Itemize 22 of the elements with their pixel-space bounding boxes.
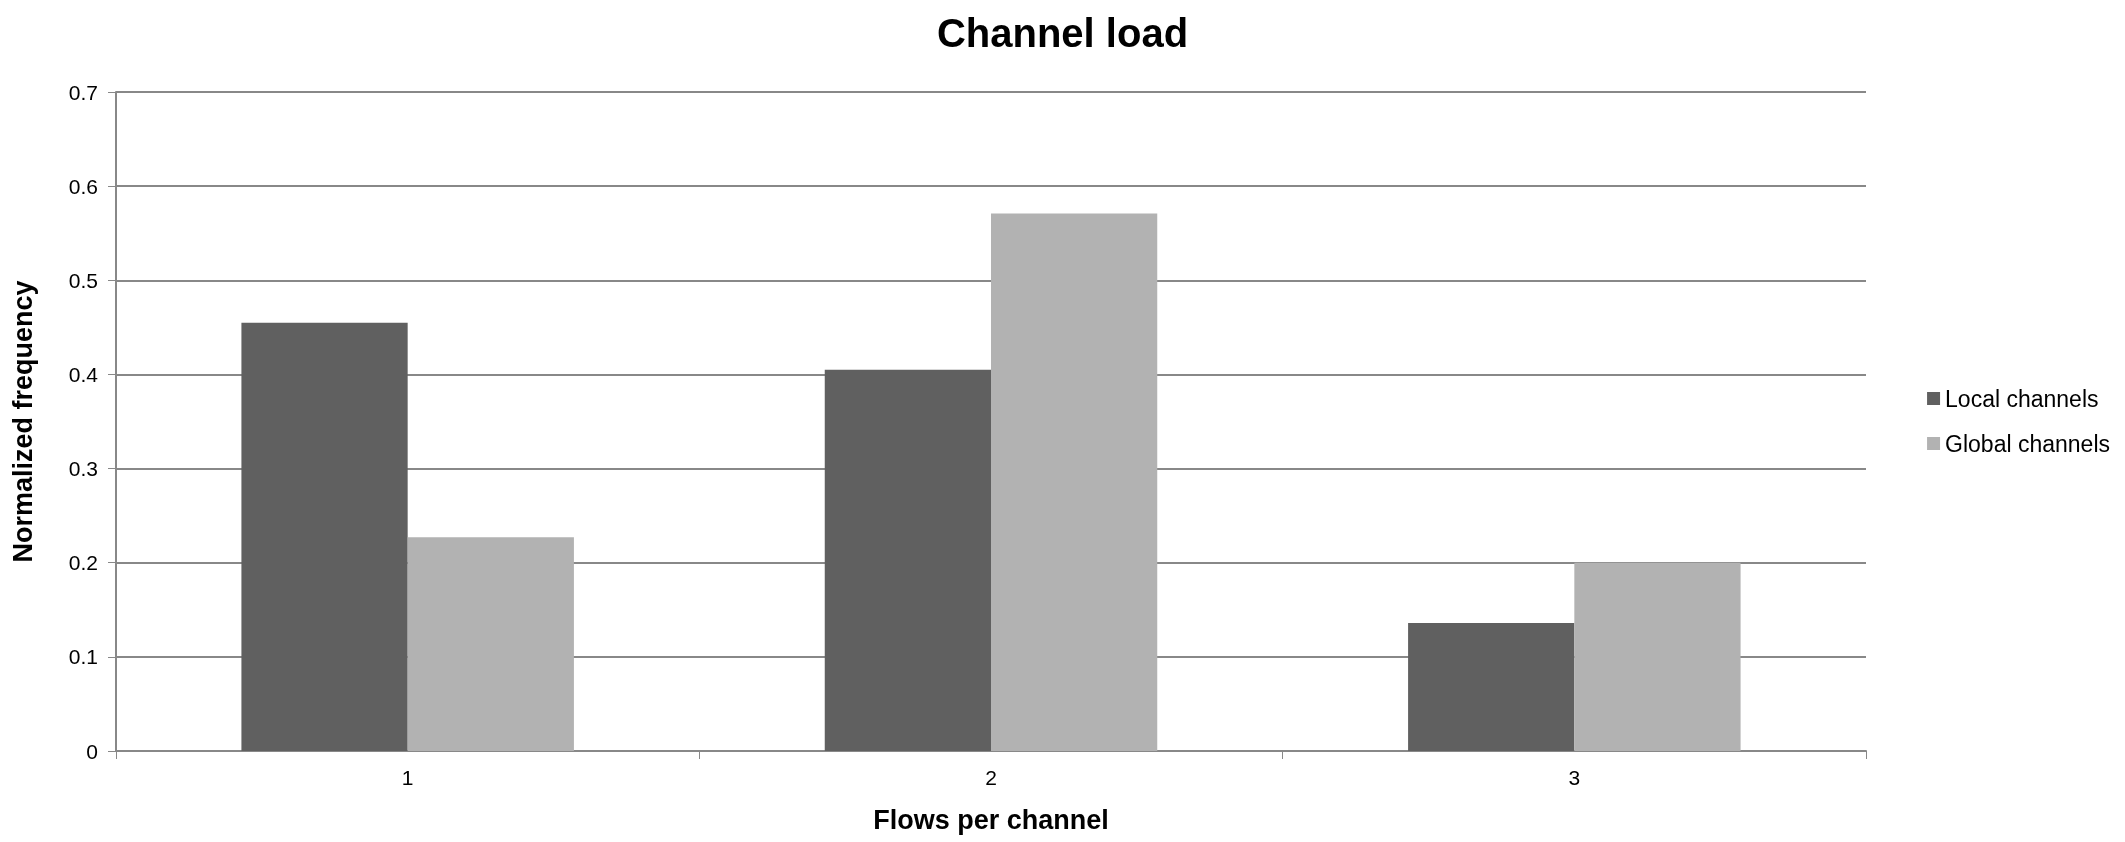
y-axis-title: Normalized frequency [7, 280, 38, 563]
x-tick-label: 3 [1568, 766, 1581, 789]
bar [241, 322, 408, 751]
bar [991, 213, 1158, 751]
legend-label: Local channels [1945, 385, 2099, 412]
x-axis-title: Flows per channel [873, 804, 1109, 835]
bar [824, 369, 991, 751]
bar [407, 537, 574, 751]
y-tick-label: 0.4 [68, 362, 99, 386]
y-tick-label: 0.3 [68, 457, 98, 481]
y-tick-label: 0.7 [68, 80, 98, 104]
bar [1574, 562, 1741, 751]
bar [1408, 622, 1575, 751]
y-tick-label: 0.1 [68, 645, 98, 669]
y-tick-label: 0 [86, 739, 98, 763]
y-tick-label: 0.5 [68, 268, 98, 292]
x-tick-label: 2 [985, 766, 997, 789]
legend-label: Global channels [1945, 430, 2111, 457]
y-tick-label: 0.6 [68, 174, 98, 198]
chart-title: Channel load [936, 11, 1189, 55]
y-tick-label: 0.2 [68, 551, 98, 575]
x-tick-label: 1 [401, 766, 414, 789]
